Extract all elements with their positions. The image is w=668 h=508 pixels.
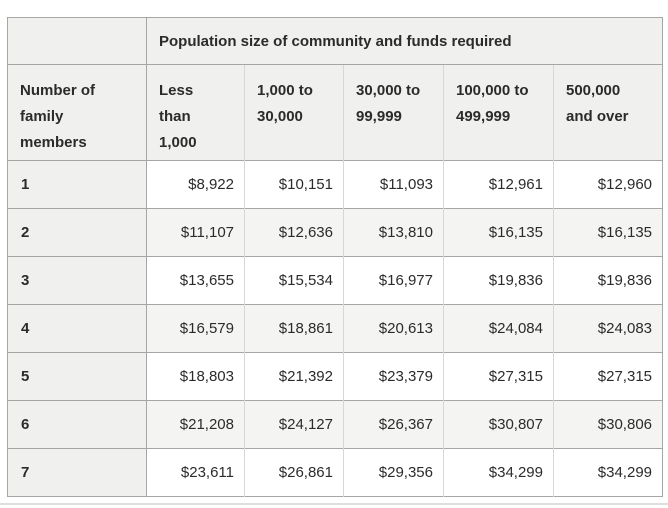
value-cell: $19,836 — [443, 256, 554, 305]
row-label: 3 — [7, 256, 147, 305]
value-cell: $18,861 — [244, 304, 344, 353]
row-label: 7 — [7, 448, 147, 497]
value-cell: $27,315 — [443, 352, 554, 401]
row-label: 1 — [7, 160, 147, 209]
value-cell: $12,960 — [552, 160, 663, 209]
value-cell: $19,836 — [552, 256, 663, 305]
row-label: 5 — [7, 352, 147, 401]
value-cell: $16,977 — [343, 256, 444, 305]
column-header: 500,000 and over — [552, 64, 663, 161]
value-cell: $16,135 — [443, 208, 554, 257]
value-cell: $16,135 — [552, 208, 663, 257]
row-label: 6 — [7, 400, 147, 449]
table-row: 7 $23,611 $26,861 $29,356 $34,299 $34,29… — [7, 448, 663, 497]
value-cell: $11,093 — [343, 160, 444, 209]
column-header: 30,000 to 99,999 — [343, 64, 444, 161]
value-cell: $20,613 — [343, 304, 444, 353]
table-row: 3 $13,655 $15,534 $16,977 $19,836 $19,83… — [7, 256, 663, 305]
table-title-row: Population size of community and funds r… — [7, 17, 663, 65]
row-label: 4 — [7, 304, 147, 353]
value-cell: $24,127 — [244, 400, 344, 449]
value-cell: $34,299 — [552, 448, 663, 497]
value-cell: $30,806 — [552, 400, 663, 449]
value-cell: $8,922 — [146, 160, 245, 209]
table-row: 2 $11,107 $12,636 $13,810 $16,135 $16,13… — [7, 208, 663, 257]
value-cell: $10,151 — [244, 160, 344, 209]
value-cell: $21,208 — [146, 400, 245, 449]
value-cell: $26,861 — [244, 448, 344, 497]
table-row: 6 $21,208 $24,127 $26,367 $30,807 $30,80… — [7, 400, 663, 449]
value-cell: $30,807 — [443, 400, 554, 449]
value-cell: $18,803 — [146, 352, 245, 401]
value-cell: $27,315 — [552, 352, 663, 401]
value-cell: $12,961 — [443, 160, 554, 209]
value-cell: $16,579 — [146, 304, 245, 353]
row-label: 2 — [7, 208, 147, 257]
row-header-label: Number of family members — [7, 64, 147, 161]
value-cell: $23,379 — [343, 352, 444, 401]
table-row: 5 $18,803 $21,392 $23,379 $27,315 $27,31… — [7, 352, 663, 401]
column-header: 1,000 to 30,000 — [244, 64, 344, 161]
funds-required-table: Population size of community and funds r… — [7, 17, 664, 497]
value-cell: $23,611 — [146, 448, 245, 497]
table-row: 4 $16,579 $18,861 $20,613 $24,084 $24,08… — [7, 304, 663, 353]
column-header: 100,000 to 499,999 — [443, 64, 554, 161]
table-title: Population size of community and funds r… — [145, 17, 663, 65]
column-header: Less than 1,000 — [146, 64, 245, 161]
value-cell: $15,534 — [244, 256, 344, 305]
bottom-divider — [0, 503, 668, 505]
value-cell: $24,083 — [552, 304, 663, 353]
corner-cell — [7, 17, 147, 65]
value-cell: $13,655 — [146, 256, 245, 305]
table-row: 1 $8,922 $10,151 $11,093 $12,961 $12,960 — [7, 160, 663, 209]
value-cell: $24,084 — [443, 304, 554, 353]
value-cell: $34,299 — [443, 448, 554, 497]
value-cell: $26,367 — [343, 400, 444, 449]
value-cell: $29,356 — [343, 448, 444, 497]
value-cell: $11,107 — [146, 208, 245, 257]
column-header-row: Number of family members Less than 1,000… — [7, 64, 663, 161]
value-cell: $21,392 — [244, 352, 344, 401]
value-cell: $13,810 — [343, 208, 444, 257]
value-cell: $12,636 — [244, 208, 344, 257]
